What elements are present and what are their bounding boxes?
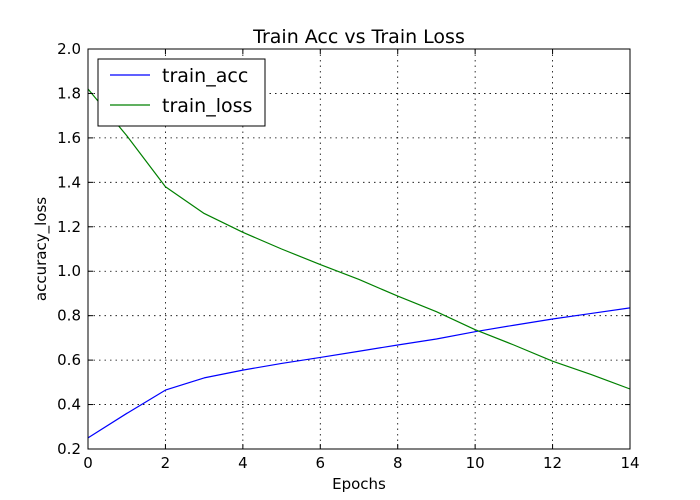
y-tick-label: 0.4	[57, 396, 81, 414]
y-tick-label: 1.2	[57, 218, 81, 236]
x-tick-label: 2	[161, 454, 171, 472]
axis-ticks	[87, 48, 631, 450]
y-tick-label: 1.4	[57, 173, 81, 191]
y-tick-label: 1.8	[57, 84, 81, 102]
legend: train_acc train_loss	[97, 58, 266, 127]
x-tick-label: 6	[316, 454, 326, 472]
x-tick-label: 14	[620, 454, 639, 472]
y-tick-label: 1.0	[57, 262, 81, 280]
series-lines	[87, 88, 631, 439]
y-tick-label: 0.8	[57, 307, 81, 325]
y-tick-label: 1.6	[57, 129, 81, 147]
legend-label-train-acc: train_acc	[162, 65, 248, 87]
series-line-train-acc	[87, 307, 631, 439]
legend-box	[97, 58, 266, 127]
y-tick-label: 0.2	[57, 440, 81, 458]
x-axis-label: Epochs	[332, 475, 386, 493]
x-tick-label: 4	[238, 454, 248, 472]
y-tick-label: 0.6	[57, 351, 81, 369]
x-tick-label: 0	[83, 454, 93, 472]
x-tick-label: 12	[543, 454, 562, 472]
y-axis-label: accuracy_loss	[32, 197, 51, 301]
legend-label-train-loss: train_loss	[162, 95, 252, 117]
x-tick-label: 10	[466, 454, 485, 472]
plot-frame	[87, 48, 631, 450]
y-tick-label: 2.0	[57, 40, 81, 58]
tick-labels: 0 2 4 6 8 10 12 14 0.2 0.4 0.6 0.8 1.0 1.2 1.4 1.6 1.8 2.…	[57, 40, 639, 472]
series-line-train-loss	[87, 88, 631, 390]
chart-title: Train Acc vs Train Loss	[252, 26, 465, 48]
x-tick-label: 8	[393, 454, 403, 472]
